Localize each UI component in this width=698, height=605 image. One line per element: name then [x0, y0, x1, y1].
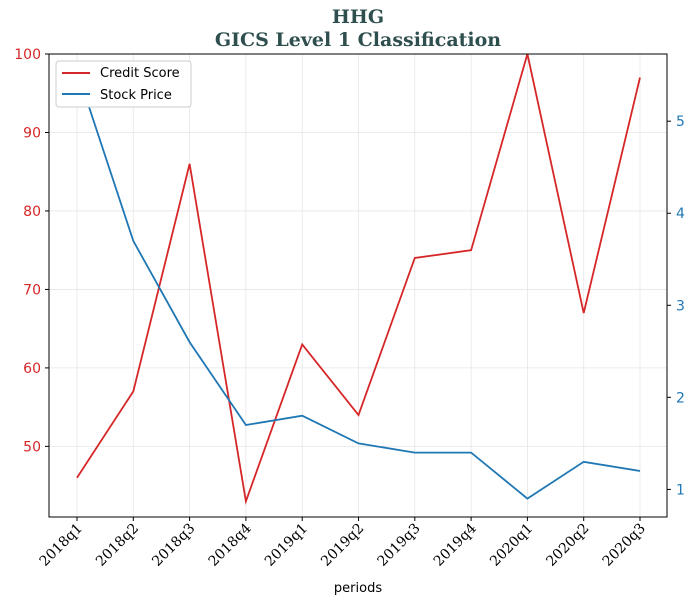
plot-frame: [48, 53, 668, 518]
y-left-tick-label: 50: [23, 439, 41, 455]
y-left-tick-label: 100: [14, 47, 41, 63]
y-right-tick-label: 3: [676, 298, 685, 314]
y-left-tick-label: 90: [23, 125, 41, 141]
y-left-tick-label: 60: [23, 361, 41, 377]
x-tick-label: 2020q1: [487, 521, 536, 570]
y-right-tick-label: 2: [676, 390, 685, 406]
y-right-tick-label: 4: [676, 206, 685, 222]
x-tick-label: 2020q2: [543, 521, 592, 570]
y-right-tick-label: 1: [676, 482, 685, 498]
x-tick-label: 2018q3: [149, 521, 198, 570]
x-tick-label: 2019q3: [374, 521, 423, 570]
x-tick-label: 2019q2: [318, 521, 367, 570]
x-tick-label: 2019q4: [431, 520, 480, 569]
x-tick-label: 2018q4: [206, 520, 255, 569]
y-left-tick-label: 80: [23, 204, 41, 220]
legend-label-stock-price: Stock Price: [100, 88, 172, 103]
x-tick-label: 2018q1: [37, 521, 86, 570]
series-line-stock-price: [76, 70, 641, 500]
y-left-tick-label: 70: [23, 282, 41, 298]
legend: Credit Score Stock Price: [55, 60, 192, 108]
chart-subtitle: GICS Level 1 Classification: [215, 29, 501, 51]
legend-label-credit-score: Credit Score: [100, 66, 180, 81]
series-line-credit-score: [76, 53, 641, 505]
y-right-tick-label: 5: [676, 114, 685, 130]
x-axis-label: periods: [334, 581, 382, 596]
chart-title: HHG: [332, 6, 384, 28]
grid: [49, 53, 667, 517]
x-tick-label: 2018q2: [93, 521, 142, 570]
x-tick-label: 2020q3: [600, 521, 649, 570]
x-tick-label: 2019q1: [262, 521, 311, 570]
